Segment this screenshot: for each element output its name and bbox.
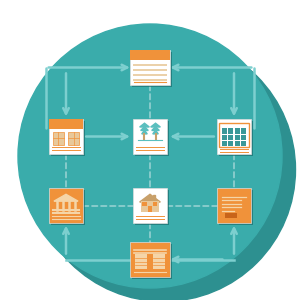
FancyBboxPatch shape xyxy=(228,128,233,134)
FancyBboxPatch shape xyxy=(235,128,240,134)
Polygon shape xyxy=(54,194,78,201)
FancyBboxPatch shape xyxy=(135,121,169,156)
FancyBboxPatch shape xyxy=(241,135,246,140)
Polygon shape xyxy=(140,123,149,127)
FancyBboxPatch shape xyxy=(49,119,83,154)
FancyBboxPatch shape xyxy=(49,119,83,129)
FancyBboxPatch shape xyxy=(219,121,254,156)
Polygon shape xyxy=(141,127,148,130)
FancyBboxPatch shape xyxy=(228,135,233,140)
FancyBboxPatch shape xyxy=(133,119,167,154)
FancyBboxPatch shape xyxy=(49,188,83,223)
FancyBboxPatch shape xyxy=(222,128,227,134)
FancyBboxPatch shape xyxy=(153,202,158,206)
FancyBboxPatch shape xyxy=(235,141,240,146)
FancyBboxPatch shape xyxy=(135,190,169,225)
FancyBboxPatch shape xyxy=(132,52,172,87)
Polygon shape xyxy=(140,194,160,202)
FancyBboxPatch shape xyxy=(222,135,227,140)
FancyBboxPatch shape xyxy=(153,254,165,269)
FancyBboxPatch shape xyxy=(241,141,246,146)
FancyBboxPatch shape xyxy=(217,119,251,154)
FancyBboxPatch shape xyxy=(217,188,251,223)
Polygon shape xyxy=(142,130,147,134)
FancyBboxPatch shape xyxy=(53,132,64,145)
Circle shape xyxy=(32,38,296,300)
FancyBboxPatch shape xyxy=(51,121,86,156)
Circle shape xyxy=(18,24,282,288)
FancyBboxPatch shape xyxy=(68,132,79,145)
FancyBboxPatch shape xyxy=(133,188,167,223)
FancyBboxPatch shape xyxy=(130,242,170,277)
FancyBboxPatch shape xyxy=(228,141,233,146)
FancyBboxPatch shape xyxy=(219,190,254,225)
FancyBboxPatch shape xyxy=(222,141,227,146)
FancyBboxPatch shape xyxy=(148,206,152,212)
FancyBboxPatch shape xyxy=(142,202,147,206)
FancyBboxPatch shape xyxy=(130,50,170,85)
FancyBboxPatch shape xyxy=(132,244,172,279)
Polygon shape xyxy=(153,130,158,134)
FancyBboxPatch shape xyxy=(235,135,240,140)
FancyBboxPatch shape xyxy=(51,190,86,225)
Polygon shape xyxy=(151,123,160,127)
Polygon shape xyxy=(152,127,159,130)
FancyBboxPatch shape xyxy=(135,254,147,269)
FancyBboxPatch shape xyxy=(225,213,238,218)
FancyBboxPatch shape xyxy=(241,128,246,134)
FancyBboxPatch shape xyxy=(140,201,160,212)
FancyBboxPatch shape xyxy=(130,50,170,60)
Polygon shape xyxy=(153,195,155,200)
